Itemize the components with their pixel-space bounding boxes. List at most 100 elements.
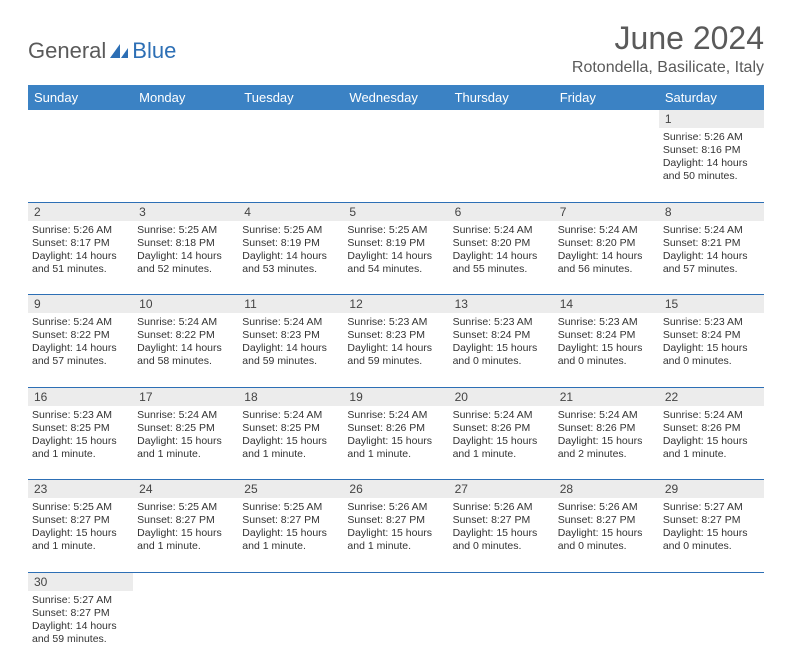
daylight-line: Daylight: 14 hours and 57 minutes. (663, 250, 760, 276)
daylight-line: Daylight: 15 hours and 0 minutes. (663, 342, 760, 368)
calendar-cell: Sunrise: 5:26 AMSunset: 8:17 PMDaylight:… (28, 221, 133, 295)
sunrise-line: Sunrise: 5:24 AM (242, 316, 339, 329)
calendar-row: Sunrise: 5:26 AMSunset: 8:17 PMDaylight:… (28, 221, 764, 295)
sunset-line: Sunset: 8:16 PM (663, 144, 760, 157)
day-number: 11 (238, 295, 343, 314)
day-number: 24 (133, 480, 238, 499)
day-number: 18 (238, 387, 343, 406)
day-number (343, 572, 448, 591)
day-number (449, 110, 554, 128)
title-block: June 2024 Rotondella, Basilicate, Italy (572, 20, 764, 77)
calendar-cell: Sunrise: 5:26 AMSunset: 8:16 PMDaylight:… (659, 128, 764, 202)
day-number (554, 110, 659, 128)
header: General Blue June 2024 Rotondella, Basil… (28, 20, 764, 77)
sunset-line: Sunset: 8:20 PM (558, 237, 655, 250)
day-number: 5 (343, 202, 448, 221)
calendar-cell (449, 591, 554, 665)
day-number: 1 (659, 110, 764, 128)
calendar-cell (554, 591, 659, 665)
sunrise-line: Sunrise: 5:24 AM (32, 316, 129, 329)
sunrise-line: Sunrise: 5:24 AM (137, 409, 234, 422)
calendar-cell: Sunrise: 5:23 AMSunset: 8:25 PMDaylight:… (28, 406, 133, 480)
calendar-cell: Sunrise: 5:23 AMSunset: 8:24 PMDaylight:… (554, 313, 659, 387)
weekday-header: Sunday (28, 85, 133, 110)
sunrise-line: Sunrise: 5:24 AM (663, 409, 760, 422)
sunrise-line: Sunrise: 5:24 AM (558, 224, 655, 237)
calendar-cell: Sunrise: 5:24 AMSunset: 8:20 PMDaylight:… (554, 221, 659, 295)
day-number (28, 110, 133, 128)
sunset-line: Sunset: 8:27 PM (242, 514, 339, 527)
calendar-cell: Sunrise: 5:26 AMSunset: 8:27 PMDaylight:… (343, 498, 448, 572)
daynum-row: 2345678 (28, 202, 764, 221)
sunrise-line: Sunrise: 5:26 AM (32, 224, 129, 237)
daynum-row: 1 (28, 110, 764, 128)
sunset-line: Sunset: 8:19 PM (347, 237, 444, 250)
sunset-line: Sunset: 8:19 PM (242, 237, 339, 250)
sunset-line: Sunset: 8:27 PM (137, 514, 234, 527)
day-number: 15 (659, 295, 764, 314)
day-number: 30 (28, 572, 133, 591)
sunset-line: Sunset: 8:27 PM (453, 514, 550, 527)
daylight-line: Daylight: 15 hours and 0 minutes. (663, 527, 760, 553)
calendar-cell: Sunrise: 5:24 AMSunset: 8:26 PMDaylight:… (554, 406, 659, 480)
day-number: 14 (554, 295, 659, 314)
sunrise-line: Sunrise: 5:26 AM (558, 501, 655, 514)
sunrise-line: Sunrise: 5:24 AM (347, 409, 444, 422)
weekday-header: Thursday (449, 85, 554, 110)
weekday-header: Saturday (659, 85, 764, 110)
sunset-line: Sunset: 8:26 PM (558, 422, 655, 435)
sunset-line: Sunset: 8:23 PM (347, 329, 444, 342)
sunrise-line: Sunrise: 5:25 AM (347, 224, 444, 237)
day-number: 10 (133, 295, 238, 314)
daylight-line: Daylight: 15 hours and 0 minutes. (558, 527, 655, 553)
daylight-line: Daylight: 15 hours and 1 minute. (663, 435, 760, 461)
sunrise-line: Sunrise: 5:24 AM (453, 409, 550, 422)
sunrise-line: Sunrise: 5:23 AM (453, 316, 550, 329)
sunrise-line: Sunrise: 5:25 AM (242, 501, 339, 514)
sunset-line: Sunset: 8:23 PM (242, 329, 339, 342)
daylight-line: Daylight: 14 hours and 59 minutes. (242, 342, 339, 368)
calendar-cell (343, 591, 448, 665)
daylight-line: Daylight: 15 hours and 1 minute. (242, 527, 339, 553)
calendar-cell (343, 128, 448, 202)
calendar-cell: Sunrise: 5:25 AMSunset: 8:19 PMDaylight:… (343, 221, 448, 295)
sunrise-line: Sunrise: 5:27 AM (32, 594, 129, 607)
sunset-line: Sunset: 8:18 PM (137, 237, 234, 250)
location-text: Rotondella, Basilicate, Italy (572, 59, 764, 77)
daynum-row: 30 (28, 572, 764, 591)
calendar-row: Sunrise: 5:27 AMSunset: 8:27 PMDaylight:… (28, 591, 764, 665)
calendar-cell (238, 591, 343, 665)
daylight-line: Daylight: 15 hours and 0 minutes. (558, 342, 655, 368)
logo-text-blue: Blue (132, 38, 176, 64)
day-number: 26 (343, 480, 448, 499)
calendar-cell (238, 128, 343, 202)
calendar-cell: Sunrise: 5:24 AMSunset: 8:20 PMDaylight:… (449, 221, 554, 295)
calendar-cell: Sunrise: 5:24 AMSunset: 8:25 PMDaylight:… (133, 406, 238, 480)
day-number: 17 (133, 387, 238, 406)
calendar-cell: Sunrise: 5:24 AMSunset: 8:26 PMDaylight:… (449, 406, 554, 480)
day-number: 29 (659, 480, 764, 499)
daylight-line: Daylight: 14 hours and 57 minutes. (32, 342, 129, 368)
calendar-cell: Sunrise: 5:23 AMSunset: 8:24 PMDaylight:… (659, 313, 764, 387)
daylight-line: Daylight: 14 hours and 54 minutes. (347, 250, 444, 276)
day-number: 25 (238, 480, 343, 499)
calendar-cell: Sunrise: 5:26 AMSunset: 8:27 PMDaylight:… (554, 498, 659, 572)
calendar-cell (133, 128, 238, 202)
calendar-cell: Sunrise: 5:25 AMSunset: 8:18 PMDaylight:… (133, 221, 238, 295)
sunset-line: Sunset: 8:24 PM (453, 329, 550, 342)
sunset-line: Sunset: 8:21 PM (663, 237, 760, 250)
daylight-line: Daylight: 15 hours and 1 minute. (347, 435, 444, 461)
calendar-cell (449, 128, 554, 202)
day-number (343, 110, 448, 128)
daynum-row: 16171819202122 (28, 387, 764, 406)
logo-sail-icon (108, 42, 130, 60)
calendar-cell: Sunrise: 5:25 AMSunset: 8:19 PMDaylight:… (238, 221, 343, 295)
calendar-cell: Sunrise: 5:24 AMSunset: 8:26 PMDaylight:… (659, 406, 764, 480)
day-number: 21 (554, 387, 659, 406)
day-number: 12 (343, 295, 448, 314)
daylight-line: Daylight: 15 hours and 0 minutes. (453, 527, 550, 553)
day-number (238, 572, 343, 591)
weekday-header: Wednesday (343, 85, 448, 110)
day-number: 19 (343, 387, 448, 406)
daylight-line: Daylight: 15 hours and 1 minute. (32, 527, 129, 553)
